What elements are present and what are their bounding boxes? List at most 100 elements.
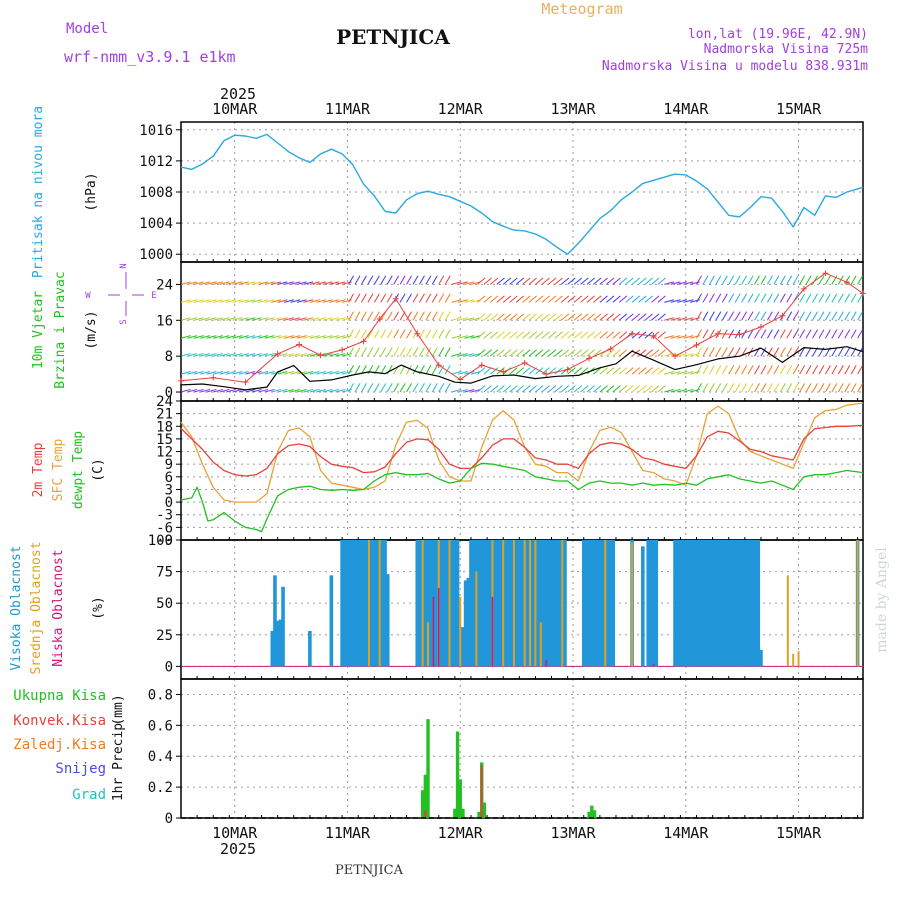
wind-arrow	[831, 365, 838, 375]
cloud-bar-high	[686, 540, 691, 667]
wind-arrow	[844, 383, 851, 393]
wind-arrow	[193, 317, 204, 321]
cloud-bar-high	[418, 540, 422, 667]
wind-arrow	[354, 365, 361, 375]
wind-arrow	[457, 299, 468, 303]
wind-arrow	[238, 299, 249, 303]
wind-arrow	[457, 281, 468, 285]
wind-arrow	[837, 293, 844, 303]
wind-arrow	[824, 329, 831, 339]
wind-arrow	[187, 335, 198, 339]
wind-arrow	[489, 349, 499, 357]
wind-arrow	[560, 313, 570, 321]
wind-arrow	[251, 281, 262, 285]
wind-arrow	[850, 329, 857, 339]
cloud-bar-low	[545, 660, 547, 667]
wind-arrow	[779, 329, 786, 339]
wind-gust-marker	[586, 355, 593, 362]
precip-ytick-label: 0.4	[148, 749, 173, 765]
wind-gust-marker	[210, 374, 217, 381]
wind-arrow	[200, 281, 211, 285]
wind-arrow	[496, 313, 505, 321]
cloud-bar-high	[606, 540, 610, 667]
wind-arrow	[567, 277, 576, 285]
cloud-bar-high	[487, 540, 492, 667]
wind-arrow	[593, 277, 602, 285]
wind-arrow	[567, 295, 576, 303]
wind-arrow	[631, 331, 641, 339]
wind-arrow	[509, 349, 518, 357]
wind-arrow	[206, 317, 217, 321]
wind-arrow	[509, 313, 518, 321]
wind-arrow	[477, 349, 486, 357]
precip-bar-conv	[424, 810, 427, 818]
wind-arrow	[664, 299, 675, 303]
wind-arrow	[715, 311, 722, 321]
wind-arrow	[651, 295, 660, 303]
wind-arrow	[303, 371, 314, 375]
precip-bar-total	[455, 731, 460, 818]
wind-arrow	[580, 295, 589, 303]
wind-arrow	[335, 299, 346, 303]
wind-arrow	[277, 335, 288, 339]
wind-arrow	[670, 281, 681, 285]
wind-arrow	[677, 317, 687, 321]
wind-arrow	[361, 329, 367, 339]
wind-arrow	[509, 367, 518, 375]
temp-ytick-label: 15	[156, 432, 173, 448]
wind-arrow	[361, 293, 367, 303]
wind-arrow	[187, 299, 198, 303]
wind-arrow	[316, 371, 327, 375]
wind-arrow	[644, 295, 653, 303]
wind-arrow	[457, 371, 468, 375]
cloud-ytick-label: 25	[156, 628, 173, 644]
wind-arrow	[509, 277, 518, 285]
wind-arrow	[515, 295, 525, 303]
wind-ytick-label: 8	[165, 349, 173, 365]
wind-arrow	[483, 313, 492, 321]
wind-arrow	[728, 365, 735, 375]
temp-2m-line	[180, 424, 864, 477]
coords-label: lon,lat (19.96E, 42.9N)	[688, 27, 868, 42]
wind-arrow	[812, 293, 818, 303]
cloud-bar-high	[735, 540, 739, 667]
wind-gust-marker	[360, 338, 367, 345]
wind-arrow	[528, 385, 537, 393]
compass-north: N	[119, 263, 129, 268]
wind-arrow	[580, 367, 589, 375]
wind-arrow	[489, 313, 499, 321]
wind-arrow	[812, 311, 818, 321]
wind-arrow	[322, 371, 333, 375]
wind-arrow	[264, 371, 275, 375]
wind-arrow	[605, 385, 615, 393]
wind-gust-marker	[178, 377, 184, 384]
wind-arrow	[406, 329, 412, 339]
wind-arrow	[386, 293, 393, 303]
wind-arrow	[728, 275, 735, 285]
wind-arrow	[464, 335, 475, 339]
cloud-bar-high	[581, 540, 586, 667]
cloud-bar-high	[549, 540, 554, 667]
compass-rose: W E S N	[85, 263, 156, 324]
wind-arrow	[586, 295, 595, 303]
wind-arrow	[612, 331, 621, 339]
wind-arrow	[824, 293, 831, 303]
wind-arrow	[180, 317, 191, 321]
wind-arrow	[348, 329, 354, 339]
wind-arrow	[348, 311, 354, 321]
wind-arrow	[567, 349, 576, 357]
wind-gust-marker	[339, 346, 346, 353]
wind-arrow	[651, 367, 660, 375]
wind-arrow	[812, 383, 818, 393]
cloud-bar-high	[329, 575, 334, 667]
wind-arrow	[573, 367, 583, 375]
wind-arrow	[232, 281, 243, 285]
wind-arrow	[380, 347, 387, 357]
wind-arrow	[406, 383, 412, 393]
cloud-bar-high	[745, 540, 750, 667]
wind-gust-marker	[521, 359, 528, 366]
wind-arrow	[180, 353, 191, 357]
wind-arrow	[251, 388, 262, 393]
wind-arrow	[728, 311, 735, 321]
